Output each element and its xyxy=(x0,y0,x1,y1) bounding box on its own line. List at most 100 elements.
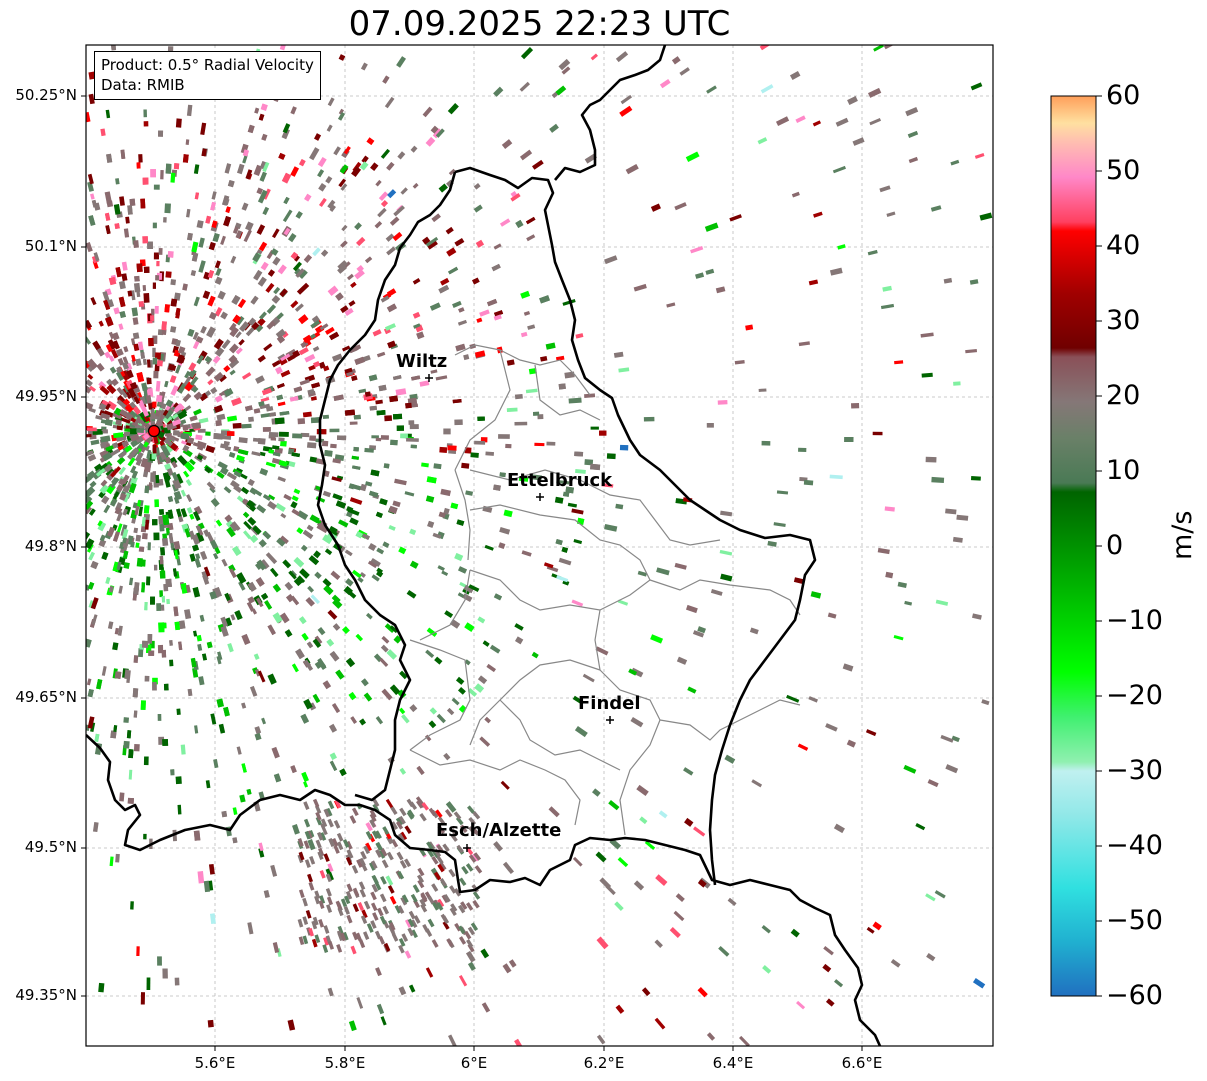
echo-bin xyxy=(209,486,216,494)
echo-bin xyxy=(254,733,262,741)
echo-bin xyxy=(92,340,101,351)
echo-bin xyxy=(173,403,184,414)
echo-bin xyxy=(298,851,305,861)
echo-bin xyxy=(312,345,320,352)
echo-bin xyxy=(455,343,466,352)
echo-bin xyxy=(518,476,529,482)
echo-bin xyxy=(121,440,130,448)
echo-bin xyxy=(407,927,415,937)
echo-bin xyxy=(159,590,164,598)
echo-bin xyxy=(211,191,217,200)
echo-bin xyxy=(127,797,134,804)
echo-bin xyxy=(346,849,354,859)
colorbar-tick-label: 40 xyxy=(1106,230,1141,261)
echo-bin xyxy=(323,808,330,818)
echo-bin xyxy=(268,449,275,454)
echo-bin xyxy=(191,534,200,545)
echo-bin xyxy=(91,614,98,625)
echo-bin xyxy=(245,221,254,232)
echo-bin xyxy=(320,818,328,828)
echo-bin xyxy=(272,445,280,450)
echo-bin xyxy=(285,593,295,603)
echo-bin xyxy=(328,525,338,534)
echo-bin xyxy=(123,492,131,503)
echo-bin xyxy=(213,552,219,560)
echo-bin xyxy=(630,667,644,678)
echo-bin xyxy=(224,163,232,174)
echo-bin xyxy=(353,414,361,420)
echo-bin xyxy=(412,884,420,893)
echo-bin xyxy=(851,402,860,409)
echo-bin xyxy=(695,272,705,279)
echo-bin xyxy=(460,901,468,910)
echo-bin xyxy=(301,632,309,641)
echo-bin xyxy=(248,416,254,423)
echo-bin xyxy=(317,831,324,841)
echo-bin xyxy=(455,816,464,826)
echo-bin xyxy=(279,357,288,366)
echo-bin xyxy=(365,830,373,840)
echo-bin xyxy=(401,933,409,942)
echo-bin xyxy=(267,501,277,510)
echo-bin xyxy=(160,444,171,457)
echo-bin xyxy=(425,495,435,503)
echo-bin xyxy=(671,56,681,65)
echo-bin xyxy=(342,931,349,941)
echo-bin xyxy=(465,490,474,496)
echo-bin xyxy=(275,328,287,339)
echo-bin xyxy=(493,593,503,601)
echo-bin xyxy=(297,854,304,864)
echo-bin xyxy=(375,570,384,578)
echo-bin xyxy=(202,574,210,585)
echo-bin xyxy=(162,968,168,979)
echo-bin xyxy=(363,692,373,702)
echo-bin xyxy=(105,109,111,119)
echo-bin xyxy=(338,54,346,61)
echo-bin xyxy=(406,437,419,442)
echo-bin xyxy=(159,523,165,532)
echo-bin xyxy=(272,942,280,954)
echo-bin xyxy=(464,447,472,454)
echo-bin xyxy=(208,311,217,320)
echo-bin xyxy=(245,169,253,180)
echo-bin xyxy=(563,491,570,497)
echo-bin xyxy=(253,269,263,281)
echo-bin xyxy=(272,228,280,239)
echo-bin xyxy=(327,609,338,620)
echo-bin xyxy=(152,401,157,408)
echo-bin xyxy=(99,484,110,495)
echo-bin xyxy=(361,155,369,164)
echo-bin xyxy=(88,215,96,226)
echo-bin xyxy=(236,572,247,584)
echo-bin xyxy=(280,369,291,378)
echo-bin xyxy=(195,531,205,543)
echo-bin xyxy=(195,525,202,533)
echo-bin xyxy=(480,948,490,959)
echo-bin xyxy=(376,1003,385,1015)
echo-bin xyxy=(467,805,475,814)
echo-bin xyxy=(314,895,321,905)
echo-bin xyxy=(127,447,140,460)
echo-bin xyxy=(604,523,618,532)
echo-bin xyxy=(101,429,108,434)
echo-bin xyxy=(825,723,838,732)
echo-bin xyxy=(266,320,276,330)
echo-bin xyxy=(684,817,694,827)
echo-bin xyxy=(242,149,249,157)
echo-bin xyxy=(555,355,565,362)
echo-bin xyxy=(380,435,389,440)
echo-bin xyxy=(943,277,953,284)
echo-bin xyxy=(315,839,322,849)
echo-bin xyxy=(389,895,397,905)
lon-tick-label: 6.2°E xyxy=(583,1054,625,1072)
echo-bin xyxy=(387,189,397,199)
echo-bin xyxy=(751,779,763,788)
echo-bin xyxy=(232,807,238,815)
echo-bin xyxy=(262,427,271,432)
echo-bin xyxy=(630,716,644,728)
echo-bin xyxy=(951,735,960,743)
echo-bin xyxy=(127,535,134,545)
echo-bin xyxy=(172,413,179,420)
echo-bin xyxy=(123,346,129,353)
echo-bin xyxy=(178,641,183,651)
